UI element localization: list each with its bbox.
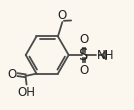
Text: O: O: [79, 64, 89, 77]
Text: OH: OH: [18, 86, 36, 99]
Text: O: O: [8, 68, 17, 81]
Text: NH: NH: [97, 49, 114, 61]
Text: S: S: [79, 48, 89, 62]
Text: O: O: [79, 33, 89, 46]
Text: O: O: [58, 9, 67, 22]
